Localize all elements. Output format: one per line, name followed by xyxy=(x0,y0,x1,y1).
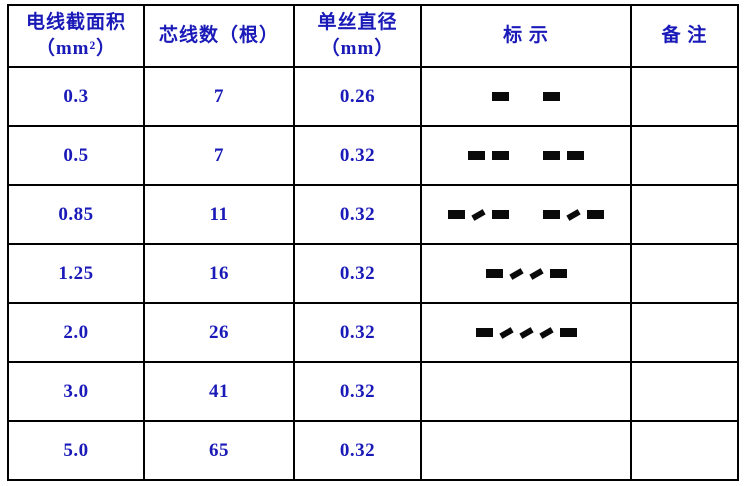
table-row: 1.25 16 0.32 xyxy=(7,243,739,304)
slash-mark-icon xyxy=(518,326,534,339)
mark-group xyxy=(543,151,584,160)
cell-remark xyxy=(630,302,739,363)
slash-mark-icon xyxy=(528,267,544,280)
cell-remark xyxy=(630,361,739,422)
cell-wire-cross-section: 0.3 xyxy=(7,66,145,127)
cell-marking xyxy=(420,184,632,245)
dash-mark-icon xyxy=(567,151,584,160)
cell-marking xyxy=(420,243,632,304)
mark-pattern xyxy=(423,151,629,160)
header-strand-diameter: 单丝直径 （mm） xyxy=(293,4,422,68)
mark-group xyxy=(543,92,560,101)
mark-group xyxy=(492,92,509,101)
header-row: 电线截面积 （mm²） 芯线数（根） 单丝直径 （mm） 标 示 备 注 xyxy=(7,4,739,68)
cell-strand-diameter: 0.32 xyxy=(293,361,422,422)
mark-pattern xyxy=(423,267,629,280)
cell-marking xyxy=(420,66,632,127)
cell-core-count: 65 xyxy=(143,420,295,481)
table-row: 0.3 7 0.26 xyxy=(7,66,739,127)
mark-group xyxy=(468,151,509,160)
cell-core-count: 16 xyxy=(143,243,295,304)
cell-marking xyxy=(420,302,632,363)
dash-mark-icon xyxy=(492,151,509,160)
cell-wire-cross-section: 0.5 xyxy=(7,125,145,186)
cell-strand-diameter: 0.32 xyxy=(293,125,422,186)
dash-mark-icon xyxy=(448,210,465,219)
mark-pattern xyxy=(423,92,629,101)
dash-mark-icon xyxy=(559,328,577,337)
mark-pattern xyxy=(423,208,629,221)
table-row: 5.0 65 0.32 xyxy=(7,420,739,481)
dash-mark-icon xyxy=(492,92,509,101)
slash-mark-icon xyxy=(566,208,581,221)
cell-core-count: 26 xyxy=(143,302,295,363)
cell-strand-diameter: 0.32 xyxy=(293,243,422,304)
cell-core-count: 41 xyxy=(143,361,295,422)
cell-remark xyxy=(630,420,739,481)
cell-core-count: 7 xyxy=(143,125,295,186)
cell-wire-cross-section: 5.0 xyxy=(7,420,145,481)
cell-strand-diameter: 0.32 xyxy=(293,302,422,363)
cell-wire-cross-section: 0.85 xyxy=(7,184,145,245)
cell-remark xyxy=(630,184,739,245)
table-row: 2.0 26 0.32 xyxy=(7,302,739,363)
cell-core-count: 11 xyxy=(143,184,295,245)
slash-mark-icon xyxy=(498,326,514,339)
dash-mark-icon xyxy=(543,92,560,101)
slash-mark-icon xyxy=(508,267,524,280)
slash-mark-icon xyxy=(471,208,486,221)
cell-remark xyxy=(630,66,739,127)
header-core-count: 芯线数（根） xyxy=(143,4,295,68)
dash-mark-icon xyxy=(492,210,509,219)
table-row: 0.5 7 0.32 xyxy=(7,125,739,186)
dash-mark-icon xyxy=(587,210,604,219)
cell-marking xyxy=(420,361,632,422)
header-marking: 标 示 xyxy=(420,4,632,68)
dash-mark-icon xyxy=(543,210,560,219)
dash-mark-icon xyxy=(475,328,493,337)
mark-group xyxy=(543,208,604,221)
dash-mark-icon xyxy=(549,269,567,278)
cell-remark xyxy=(630,125,739,186)
mark-pattern xyxy=(423,326,629,339)
header-remarks: 备 注 xyxy=(630,4,739,68)
slash-mark-icon xyxy=(538,326,554,339)
dash-mark-icon xyxy=(543,151,560,160)
mark-group xyxy=(448,208,509,221)
cell-wire-cross-section: 1.25 xyxy=(7,243,145,304)
mark-group xyxy=(475,326,577,339)
table-row: 0.85 11 0.32 xyxy=(7,184,739,245)
cell-strand-diameter: 0.32 xyxy=(293,184,422,245)
wire-spec-table: 电线截面积 （mm²） 芯线数（根） 单丝直径 （mm） 标 示 备 注 0.3… xyxy=(7,4,739,481)
cell-strand-diameter: 0.26 xyxy=(293,66,422,127)
dash-mark-icon xyxy=(468,151,485,160)
cell-marking xyxy=(420,420,632,481)
cell-marking xyxy=(420,125,632,186)
cell-core-count: 7 xyxy=(143,66,295,127)
dash-mark-icon xyxy=(485,269,503,278)
cell-remark xyxy=(630,243,739,304)
table-row: 3.0 41 0.32 xyxy=(7,361,739,422)
cell-wire-cross-section: 3.0 xyxy=(7,361,145,422)
header-wire-cross-section: 电线截面积 （mm²） xyxy=(7,4,145,68)
mark-group xyxy=(485,267,567,280)
cell-wire-cross-section: 2.0 xyxy=(7,302,145,363)
table-body: 0.3 7 0.26 0.5 7 0.32 0.85 11 0.32 1.25 16 0.32 2.0 2… xyxy=(7,66,739,481)
cell-strand-diameter: 0.32 xyxy=(293,420,422,481)
